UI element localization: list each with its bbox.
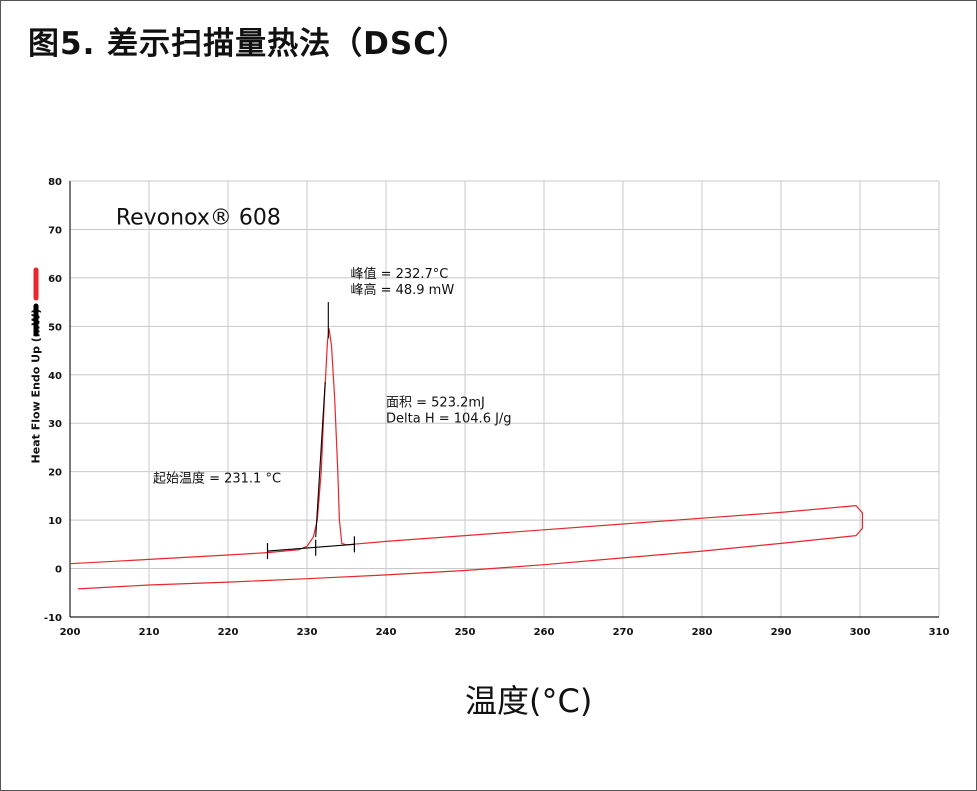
x-tick-label: 300 <box>850 627 871 638</box>
x-tick-label: 250 <box>455 627 476 638</box>
x-tick-label: 280 <box>692 627 713 638</box>
sample-name: Revonox® 608 <box>116 206 281 231</box>
annotation-text: 峰高 = 48.9 mW <box>350 282 454 298</box>
y-tick-label: 0 <box>55 565 62 576</box>
annotation-text: 峰值 = 232.7°C <box>350 266 448 282</box>
figure-title: 图5. 差示扫描量热法（DSC） <box>28 26 469 62</box>
x-tick-label: 230 <box>297 627 318 638</box>
x-tick-label: 260 <box>534 627 555 638</box>
y-tick-label: 40 <box>48 371 62 382</box>
y-tick-label: 30 <box>48 419 62 430</box>
x-tick-label: 200 <box>60 627 81 638</box>
x-tick-label: 220 <box>218 627 239 638</box>
y-tick-label: -10 <box>44 613 62 624</box>
x-tick-label: 240 <box>376 627 397 638</box>
x-axis-label: 温度(°C) <box>465 682 593 720</box>
y-tick-label: 80 <box>48 177 62 188</box>
y-tick-label: 20 <box>48 468 62 479</box>
tangent-line <box>315 381 326 538</box>
tangent-line <box>267 543 355 552</box>
annotation-text: 面积 = 523.2mJ <box>386 395 485 410</box>
x-tick-label: 270 <box>613 627 634 638</box>
annotation-text: Delta H = 104.6 J/g <box>386 411 512 426</box>
y-tick-label: 60 <box>48 274 62 285</box>
y-tick-label: 70 <box>48 225 62 236</box>
y-tick-label: 10 <box>48 516 62 527</box>
x-tick-label: 210 <box>139 627 160 638</box>
y-tick-label: 50 <box>48 322 62 333</box>
x-tick-label: 290 <box>771 627 792 638</box>
x-tick-label: 310 <box>929 627 950 638</box>
annotation-text: 起始温度 = 231.1 °C <box>153 470 281 486</box>
dsc-curve <box>69 328 863 590</box>
